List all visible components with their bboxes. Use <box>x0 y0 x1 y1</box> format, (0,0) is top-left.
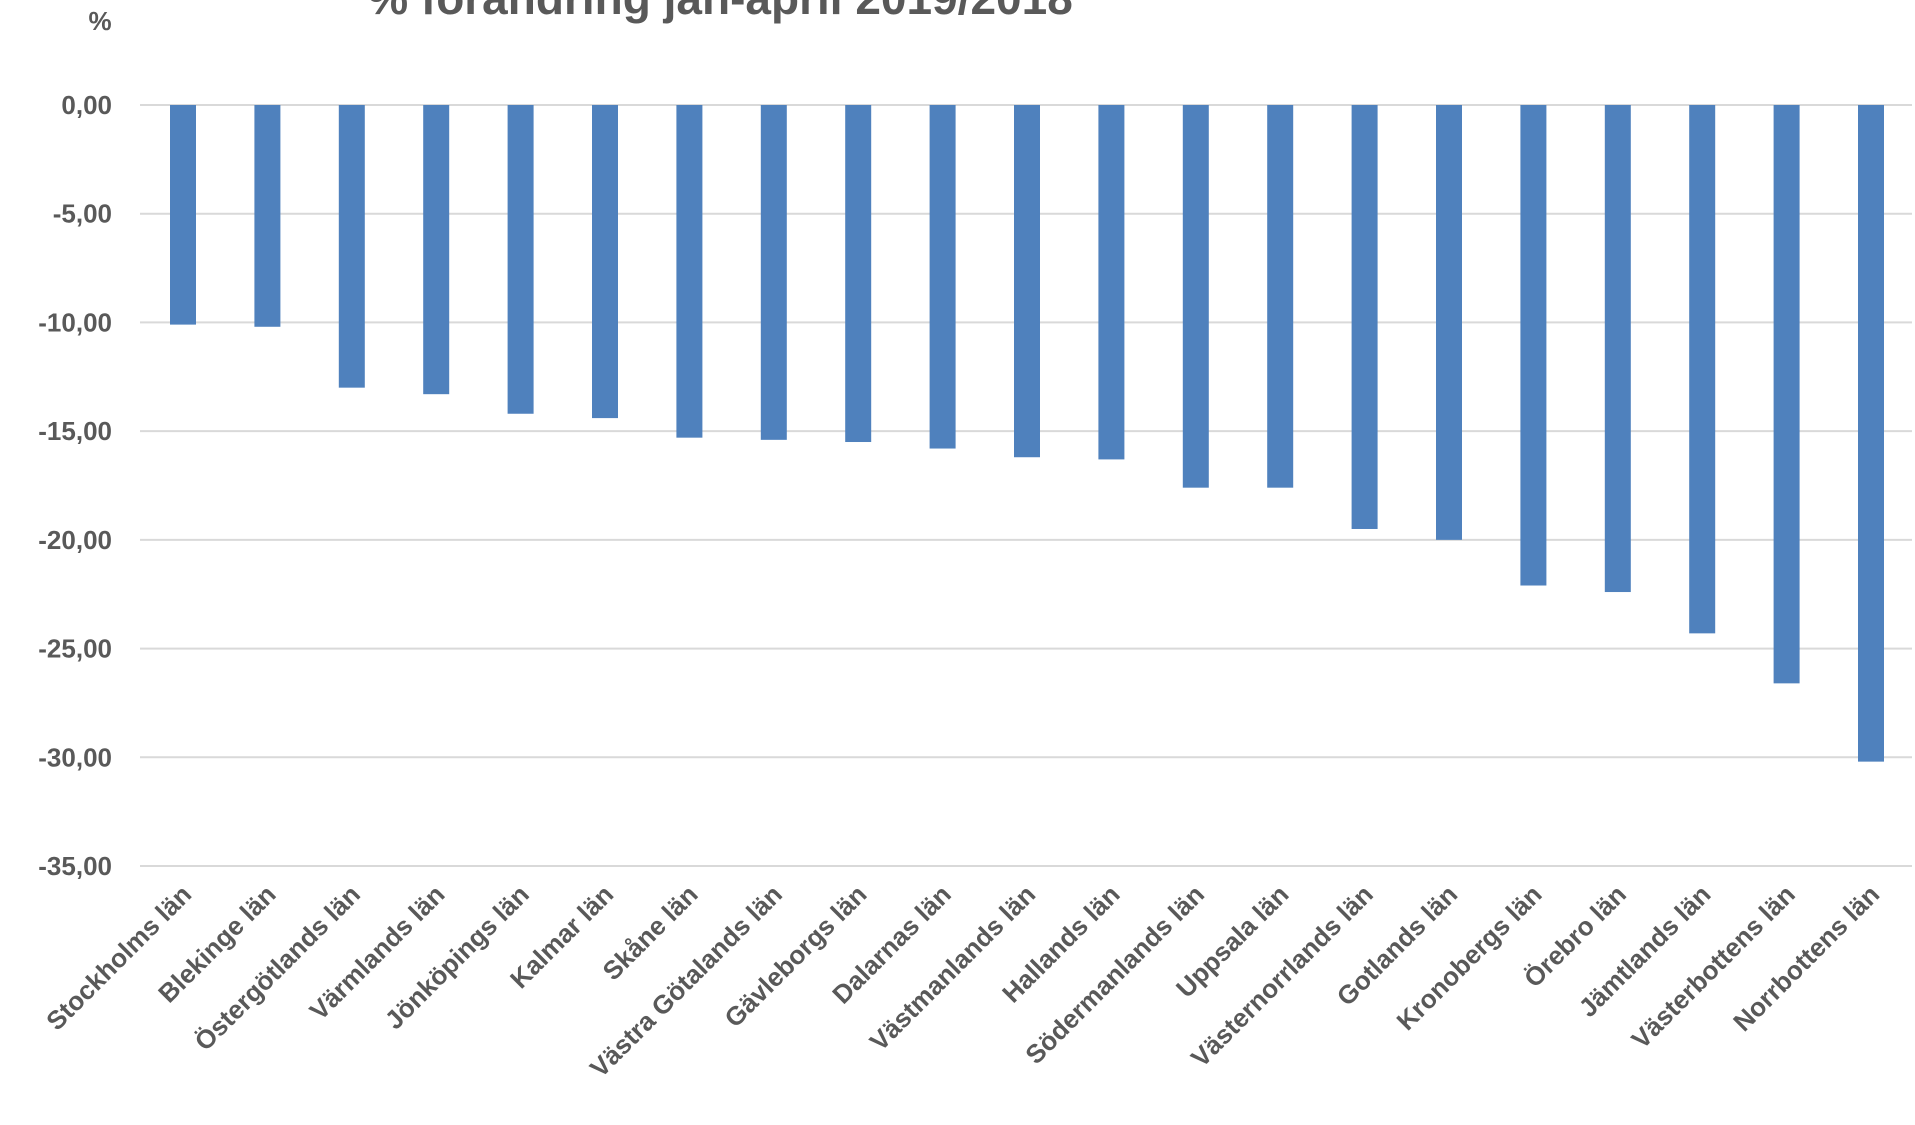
y-tick-label: -15,00 <box>38 416 112 446</box>
bar <box>1351 105 1378 529</box>
bar <box>1014 105 1040 458</box>
x-tick-label: Kronobergs län <box>1391 879 1548 1036</box>
bar <box>592 105 618 419</box>
y-tick-label: -10,00 <box>38 307 112 337</box>
chart-title: % förändring jan-april 2019/2018 <box>367 0 1073 24</box>
y-tick-label: -20,00 <box>38 525 112 555</box>
bar <box>1436 105 1462 540</box>
bar <box>170 105 196 325</box>
x-tick-label: Västerbottens län <box>1625 879 1800 1054</box>
x-tick-label: Stockholms län <box>40 879 197 1036</box>
bar <box>1773 105 1800 684</box>
bar <box>338 105 365 388</box>
bar <box>254 105 281 327</box>
bar <box>1858 105 1884 762</box>
bar <box>1689 105 1716 634</box>
bar <box>1604 105 1631 593</box>
y-tick-label: 0,00 <box>61 90 112 120</box>
x-tick-label: Norrbottens län <box>1727 879 1885 1037</box>
y-tick-label: -5,00 <box>53 199 112 229</box>
y-axis-ticks: 0,00 -5,00 -10,00 -15,00 -20,00 -25,00 -30,00 -… <box>38 90 112 881</box>
bar <box>1098 105 1125 460</box>
y-tick-label: -25,00 <box>38 634 112 664</box>
bar <box>1267 105 1294 488</box>
bar <box>1182 105 1209 488</box>
y-tick-label: -35,00 <box>38 851 112 881</box>
x-tick-label: Gävleborgs län <box>718 879 872 1033</box>
x-tick-label: Jönköpings län <box>379 879 535 1035</box>
bar <box>676 105 703 438</box>
bar <box>845 105 872 443</box>
bar <box>929 105 956 449</box>
y-axis-unit-label: % <box>88 6 111 36</box>
y-tick-label: -30,00 <box>38 742 112 772</box>
bar <box>760 105 787 440</box>
bar <box>423 105 450 395</box>
bars <box>170 105 1884 762</box>
bar <box>1520 105 1547 586</box>
bar <box>507 105 534 414</box>
